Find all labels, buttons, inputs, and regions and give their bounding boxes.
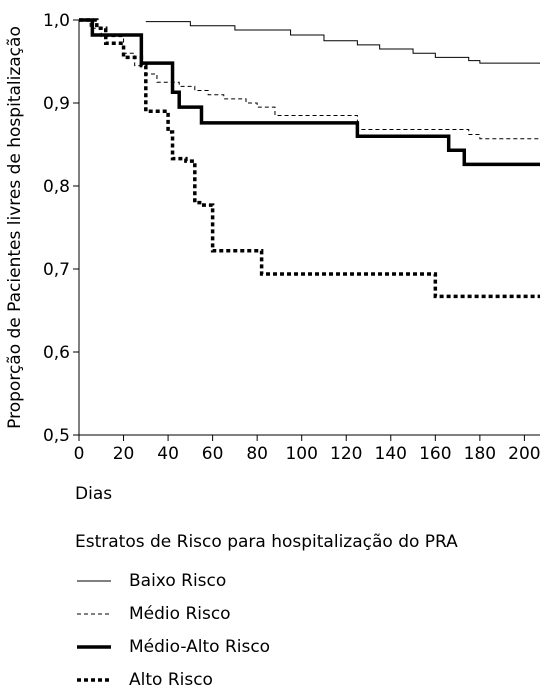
x-tick-label: 0 — [74, 444, 85, 464]
x-tick-label: 40 — [157, 444, 179, 464]
y-tick-label: 0,8 — [43, 177, 70, 197]
legend-title: Estratos de Risco para hospitalização do… — [75, 532, 458, 552]
x-tick-label: 100 — [285, 444, 317, 464]
x-tick-label: 60 — [202, 444, 224, 464]
legend: Estratos de Risco para hospitalização do… — [75, 532, 458, 696]
legend-swatch-thin-solid — [77, 580, 111, 581]
x-tick-label: 80 — [246, 444, 268, 464]
x-tick-label: 160 — [419, 444, 451, 464]
series-line-baixo-risco — [145, 21, 540, 64]
x-tick-label: 200 — [508, 444, 540, 464]
y-tick-label: 0,9 — [43, 94, 70, 114]
legend-item-medio-alto-risco: Médio-Alto Risco — [75, 630, 458, 663]
x-tick-label: 120 — [330, 444, 362, 464]
x-axis-label: Dias — [75, 484, 113, 504]
chart-axes: 0 20 40 60 80 100 120 140 160 180 200 0,5 0,6 0,7 0,8 0… — [43, 11, 541, 464]
series-line-m-dio-alto-risco — [79, 18, 540, 167]
legend-item-alto-risco: Alto Risco — [75, 663, 458, 696]
y-tick-label: 1,0 — [43, 11, 70, 31]
series-line-m-dio-risco — [79, 19, 540, 140]
survival-chart: 0 20 40 60 80 100 120 140 160 180 200 0,5 0,6 0,7 0,8 0… — [5, 11, 541, 464]
y-axis-label: Proporção de Pacientes livres de hospita… — [5, 26, 25, 429]
legend-label: Baixo Risco — [129, 570, 227, 591]
x-tick-label: 20 — [113, 444, 135, 464]
legend-swatch-thick-dotted — [77, 677, 111, 682]
y-tick-label: 0,5 — [43, 426, 70, 446]
legend-label: Médio Risco — [129, 603, 231, 624]
legend-item-baixo-risco: Baixo Risco — [75, 564, 458, 597]
chart-series — [79, 18, 540, 299]
legend-swatch-thin-dashed — [77, 613, 111, 614]
legend-label: Alto Risco — [129, 669, 213, 690]
x-tick-label: 180 — [464, 444, 496, 464]
legend-swatch-thick-solid — [77, 644, 111, 649]
y-tick-label: 0,7 — [43, 260, 70, 280]
legend-label: Médio-Alto Risco — [129, 636, 271, 657]
series-line-alto-risco — [79, 18, 540, 299]
x-tick-label: 140 — [375, 444, 407, 464]
y-tick-label: 0,6 — [43, 343, 70, 363]
legend-item-medio-risco: Médio Risco — [75, 597, 458, 630]
